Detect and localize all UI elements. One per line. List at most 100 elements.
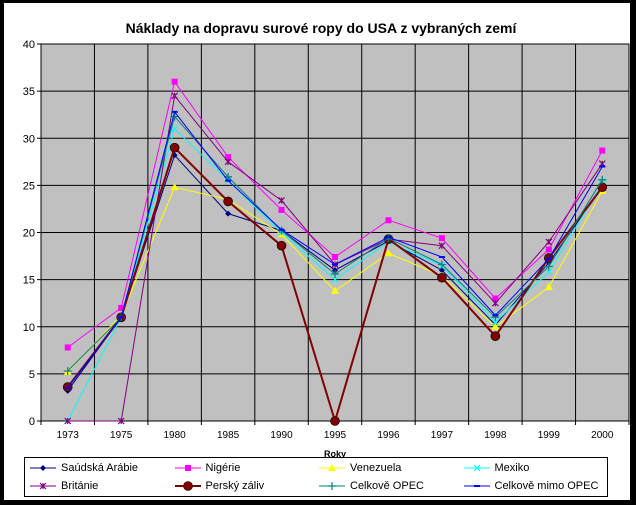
- data-point: [490, 331, 501, 341]
- data-point: [384, 249, 393, 257]
- data-point: [40, 465, 46, 471]
- legend-label: Británie: [61, 480, 99, 492]
- x-tick-label: 1996: [377, 430, 400, 441]
- data-point: [184, 465, 191, 471]
- legend-label: Perský záliv: [205, 480, 265, 492]
- legend-item: Nigérie: [174, 459, 315, 477]
- legend-swatch: [30, 482, 56, 490]
- legend-swatch: [30, 465, 56, 471]
- legend-label: Celkově OPEC: [350, 480, 424, 492]
- data-point: [182, 481, 193, 491]
- data-point: [224, 158, 232, 166]
- legend-item: Venezuela: [318, 459, 459, 477]
- legend-label: Nigérie: [205, 462, 241, 474]
- legend-item: Perský záliv: [174, 477, 315, 495]
- data-point: [330, 416, 340, 426]
- data-point: [492, 295, 499, 302]
- x-tick-label: 1980: [164, 430, 187, 441]
- x-tick-label: 1995: [324, 430, 347, 441]
- y-tick-label: 25: [23, 180, 35, 192]
- legend-swatch: [174, 465, 201, 471]
- legend-item: Mexiko: [463, 459, 604, 477]
- data-point: [599, 147, 606, 154]
- x-axis-label: Roky: [324, 449, 346, 459]
- legend-label: Mexiko: [494, 462, 530, 474]
- x-tick-label: 1999: [538, 430, 561, 441]
- gridlines: [41, 44, 629, 421]
- data-point: [39, 482, 47, 490]
- data-point: [223, 196, 233, 207]
- line-chart: Náklady na dopravu surové ropy do USA z …: [23, 20, 630, 459]
- x-tick-label: 1973: [57, 430, 80, 441]
- x-tick-label: 1997: [431, 430, 454, 441]
- data-point: [63, 367, 72, 376]
- data-point: [491, 322, 500, 330]
- data-point: [544, 283, 553, 291]
- data-point: [544, 262, 553, 271]
- legend: Saúdská Arábie Nigérie Venezuela Mexiko Brit…: [24, 457, 608, 497]
- data-point: [278, 197, 285, 204]
- data-point: [225, 210, 232, 217]
- data-point: [171, 92, 179, 100]
- legend-label: Venezuela: [350, 462, 402, 474]
- data-point: [169, 142, 180, 153]
- legend-swatch: [174, 481, 201, 491]
- data-point: [171, 78, 178, 85]
- legend-swatch: [319, 464, 345, 471]
- data-point: [437, 272, 447, 283]
- y-tick-label: 0: [29, 416, 35, 428]
- data-point: [491, 299, 499, 307]
- data-point: [491, 318, 499, 326]
- y-tick-label: 30: [23, 133, 35, 145]
- data-point: [331, 276, 339, 284]
- x-tick-label: 1985: [217, 430, 240, 441]
- data-point: [385, 217, 392, 224]
- x-tick-label: 1990: [270, 430, 293, 441]
- data-point: [438, 267, 445, 274]
- y-tick-label: 15: [23, 275, 35, 287]
- data-point: [328, 464, 336, 471]
- legend-item: Celkově mimo OPEC: [463, 477, 604, 495]
- data-point: [278, 206, 285, 213]
- legend-swatch: [463, 464, 490, 472]
- legend-item: Celkově OPEC: [318, 477, 459, 495]
- data-point: [598, 175, 607, 184]
- legend-swatch: [463, 485, 490, 487]
- legend-swatch: [319, 482, 345, 490]
- data-point: [64, 417, 72, 425]
- legend-item: Saúdská Arábie: [29, 459, 170, 477]
- x-tick-label: 1975: [110, 430, 133, 441]
- data-point: [545, 246, 552, 253]
- legend-label: Celkově mimo OPEC: [494, 480, 599, 492]
- legend-label: Saúdská Arábie: [61, 462, 139, 474]
- chart-title: Náklady na dopravu surové ropy do USA z …: [126, 20, 518, 36]
- data-point: [64, 344, 71, 351]
- series-7: [64, 110, 606, 390]
- chart-area: Náklady na dopravu surové ropy do USA z …: [3, 2, 631, 501]
- data-point: [438, 235, 445, 242]
- data-point: [545, 238, 553, 246]
- y-tick-label: 20: [23, 228, 35, 240]
- data-point: [117, 417, 125, 425]
- legend-item: Británie: [29, 477, 170, 495]
- data-point: [170, 183, 179, 191]
- data-point: [473, 464, 480, 472]
- y-tick-label: 10: [23, 322, 35, 334]
- y-tick-label: 40: [23, 39, 35, 51]
- x-tick-label: 1998: [484, 430, 507, 441]
- y-tick-label: 5: [29, 369, 35, 381]
- data-point: [437, 260, 446, 269]
- y-tick-label: 35: [23, 86, 35, 98]
- x-tick-label: 2000: [591, 430, 614, 441]
- data-point: [328, 482, 336, 490]
- data-point: [225, 154, 232, 161]
- data-point: [331, 269, 339, 278]
- data-point: [332, 254, 338, 261]
- data-point: [171, 125, 179, 133]
- data-point: [170, 112, 179, 121]
- data-point: [438, 242, 446, 250]
- data-point: [118, 304, 125, 311]
- data-point: [331, 286, 339, 294]
- series-layer: [62, 78, 608, 426]
